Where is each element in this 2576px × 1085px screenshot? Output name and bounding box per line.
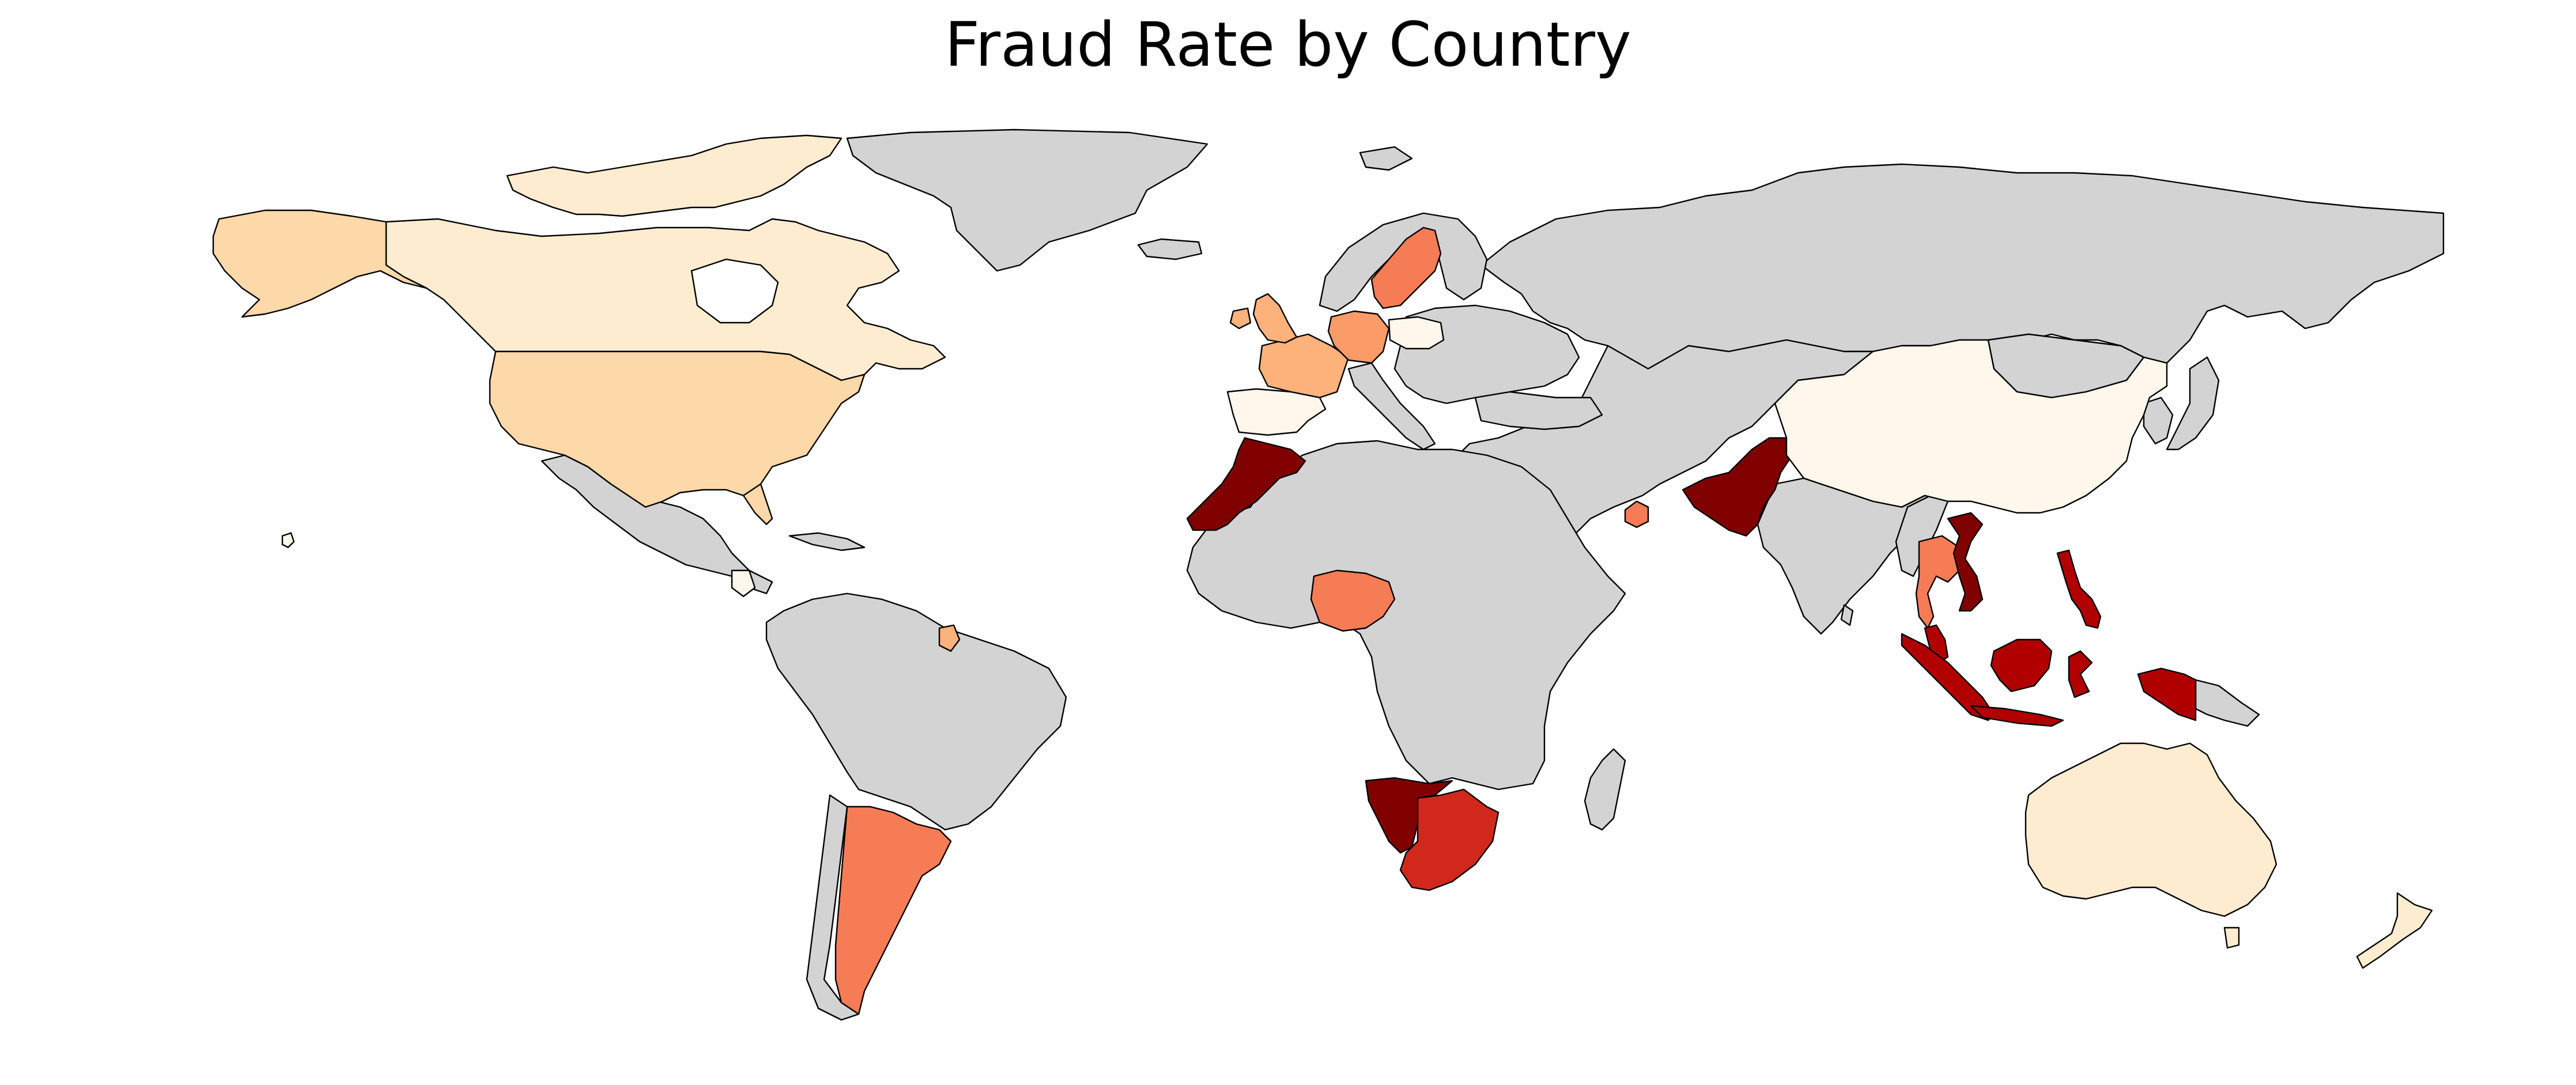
- indonesia-sumatra: [1901, 633, 1995, 721]
- france: [1258, 333, 1350, 399]
- guatemala: [731, 569, 756, 598]
- korea: [2143, 396, 2174, 445]
- indonesia-papua: [2137, 667, 2197, 721]
- indonesia-java: [1970, 705, 2064, 727]
- suriname: [938, 624, 961, 652]
- turkey: [1474, 391, 1603, 430]
- iceland: [1137, 238, 1203, 260]
- papua-new-guinea: [2194, 679, 2260, 727]
- hawaii: [281, 532, 295, 549]
- svalbard: [1359, 146, 1413, 171]
- russia: [1480, 163, 2445, 370]
- italy: [1347, 362, 1436, 451]
- sri-lanka: [1840, 604, 1854, 626]
- spain: [1226, 388, 1327, 436]
- map-title: Fraud Rate by Country: [945, 9, 1631, 80]
- alaska: [212, 209, 428, 318]
- japan: [2166, 356, 2220, 451]
- shaded-countries: [212, 134, 2433, 1015]
- morocco: [1186, 437, 1306, 531]
- philippines: [2056, 549, 2102, 629]
- china: [1774, 339, 2168, 514]
- germany: [1327, 310, 1390, 364]
- canada: [385, 218, 946, 381]
- africa: [1186, 440, 1626, 791]
- australia: [2024, 742, 2277, 917]
- argentina: [834, 806, 952, 1015]
- sweden: [1370, 226, 1442, 309]
- south-africa: [1399, 788, 1499, 891]
- borneo: [1990, 638, 2053, 693]
- united-arab-emirates: [1624, 500, 1649, 528]
- nigeria: [1310, 569, 1396, 632]
- greenland: [846, 128, 1208, 272]
- norway-finland: [1319, 212, 1488, 312]
- united-states: [489, 350, 866, 508]
- new-zealand: [2356, 892, 2433, 969]
- united-kingdom: [1252, 293, 1298, 344]
- thailand: [1915, 535, 1961, 629]
- pakistan: [1682, 437, 1793, 537]
- poland: [1388, 316, 1445, 350]
- madagascar: [1584, 748, 1626, 831]
- sulawesi: [2068, 650, 2093, 698]
- south-america: [765, 592, 1067, 831]
- tasmania: [2223, 927, 2240, 949]
- canada-arctic-islands: [506, 134, 843, 217]
- ireland-northern: [1229, 307, 1252, 330]
- vietnam: [1947, 512, 1984, 612]
- hudson-bay: [690, 258, 779, 324]
- florida: [742, 483, 773, 526]
- caribbean: [788, 532, 866, 551]
